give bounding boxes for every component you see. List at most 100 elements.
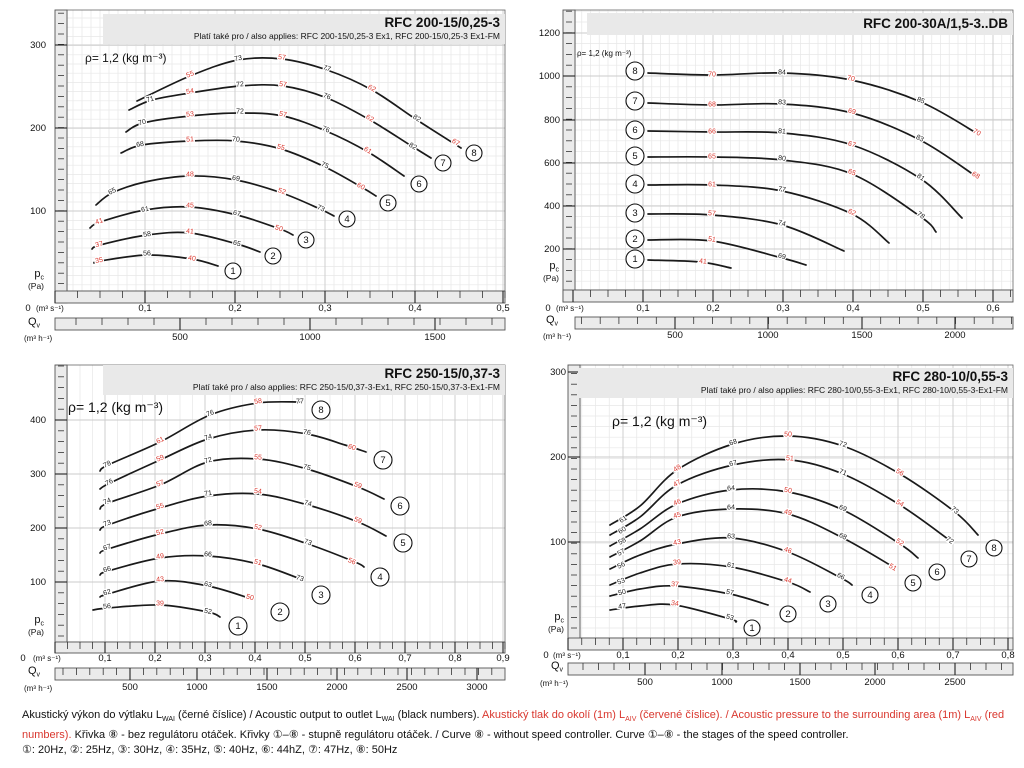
curve-label: 61 [726, 562, 735, 570]
curve-label: 63 [203, 581, 212, 589]
curve-label: 41 [699, 258, 708, 266]
fan-curve-3: 57 74 3 [625, 203, 845, 252]
curve-label: 64 [727, 504, 735, 511]
svg-text:100: 100 [550, 537, 566, 548]
curve-label: 74 [777, 219, 786, 228]
svg-text:0,3: 0,3 [726, 650, 739, 661]
curve-label: 43 [673, 539, 682, 547]
svg-text:pc: pc [34, 614, 44, 628]
curve-label: 50 [618, 589, 627, 598]
svg-text:0: 0 [20, 653, 25, 664]
fan-curve-1: 47 34 53 1 [609, 599, 761, 637]
density-label: ρ= 1,2 (kg m⁻³) [68, 399, 164, 415]
svg-text:1000: 1000 [539, 71, 560, 82]
curve-label: 44 [783, 576, 793, 585]
curve-label: 73 [295, 574, 305, 583]
svg-text:Qv: Qv [28, 665, 41, 679]
x-axis-ruler-m3h [54, 317, 506, 331]
curve-label: 65 [708, 153, 716, 160]
svg-text:200: 200 [550, 452, 566, 463]
svg-text:(m³ h⁻¹): (m³ h⁻¹) [24, 684, 53, 693]
curve-label: 74 [303, 499, 312, 508]
curve-number-badge [625, 174, 645, 194]
legend-footnote: Akustický výkon do výtlaku LWAI (černé č… [22, 708, 1008, 759]
curve-label: 50 [783, 487, 792, 495]
curve-number: 2 [785, 609, 790, 620]
svg-text:Qv: Qv [28, 316, 41, 330]
svg-text:0,4: 0,4 [248, 653, 261, 664]
curve-label: 40 [187, 255, 196, 263]
svg-text:(m³ s⁻¹): (m³ s⁻¹) [556, 304, 584, 313]
svg-text:0,4: 0,4 [408, 303, 421, 314]
curve-number: 2 [277, 607, 282, 618]
curve-number-badge [370, 567, 390, 587]
curve-label: 69 [777, 253, 786, 262]
x-axis-ruler-m3s [567, 637, 1014, 651]
svg-text:(m³ s⁻¹): (m³ s⁻¹) [553, 651, 581, 660]
fan-curve-3: 41 61 45 67 50 3 [89, 201, 315, 249]
curve-number-badge [625, 120, 645, 140]
curve-label: 52 [156, 529, 165, 538]
curve-number-badge [625, 249, 645, 269]
curve-number-badge [743, 619, 761, 637]
curve-label: 72 [236, 81, 244, 89]
chart-panel-rfc-250-15: 400 300 200 100 0,1 0,2 0,3 0,4 0,5 0,6 0,7 0,8 0,9 5… [20, 364, 510, 693]
curve-label: 65 [232, 239, 241, 248]
curve-number-badge [779, 605, 797, 623]
frequency-legend: ①: 20Hz, ②: 25Hz, ③: 30Hz, ④: 35Hz, ⑤: 4… [22, 744, 398, 757]
curve-number-badge [625, 203, 645, 223]
curve-number: 2 [270, 251, 275, 262]
curve-label: 68 [729, 438, 739, 447]
curve-number: 1 [749, 623, 754, 634]
curve-number-badge [625, 146, 645, 166]
curve-number: 6 [416, 179, 421, 190]
curve-label: 45 [186, 202, 194, 209]
svg-text:1000: 1000 [711, 677, 732, 688]
curve-label: 49 [156, 553, 165, 561]
svg-text:0,2: 0,2 [148, 653, 161, 664]
svg-text:300: 300 [30, 40, 46, 51]
panel-subtitle: Platí také pro / also applies: RFC 200-1… [193, 31, 500, 41]
svg-text:2000: 2000 [944, 330, 965, 341]
curve-label: 69 [231, 175, 240, 183]
panel-title: RFC 200-15/0,25-3 [384, 15, 500, 30]
curve-label: 72 [204, 456, 213, 465]
x-axis-ruler-m3s [54, 641, 506, 654]
panel-title: RFC 280-10/0,55-3 [892, 369, 1008, 384]
svg-text:400: 400 [544, 201, 560, 212]
curve-label: 54 [254, 488, 262, 496]
curve-label: 67 [232, 210, 241, 219]
svg-text:(Pa): (Pa) [28, 281, 44, 291]
curve-number: 3 [303, 235, 308, 246]
svg-text:pc: pc [34, 268, 44, 282]
x-axis-ruler-m3h [54, 667, 506, 681]
svg-text:1500: 1500 [851, 330, 872, 341]
grid [575, 10, 1013, 290]
curve-number: 3 [825, 599, 830, 610]
curve-label: 51 [708, 236, 717, 244]
curve-label: 75 [302, 463, 311, 472]
curve-number: 1 [230, 266, 235, 277]
curve-label: 67 [102, 543, 112, 552]
curve-number-badge [410, 175, 428, 193]
curve-number-badge [393, 533, 413, 553]
curve-number: 7 [966, 554, 971, 565]
curve-label: 71 [146, 95, 155, 104]
curve-label: 59 [353, 481, 363, 490]
curve-label: 77 [777, 186, 786, 194]
svg-text:(Pa): (Pa) [28, 627, 44, 637]
fan-curve-3: 66 49 66 51 73 3 [99, 550, 331, 605]
svg-text:0,7: 0,7 [946, 650, 959, 661]
svg-text:2000: 2000 [864, 677, 885, 688]
svg-text:200: 200 [30, 123, 46, 134]
curve-label: 41 [186, 228, 195, 236]
curve-label: 45 [672, 511, 682, 520]
curve-number-badge [311, 400, 331, 420]
curve-label: 51 [786, 455, 794, 463]
curve-number-badge [985, 539, 1003, 557]
curve-label: 68 [136, 141, 145, 149]
curve-label: 72 [236, 108, 244, 115]
svg-text:2500: 2500 [396, 682, 417, 693]
